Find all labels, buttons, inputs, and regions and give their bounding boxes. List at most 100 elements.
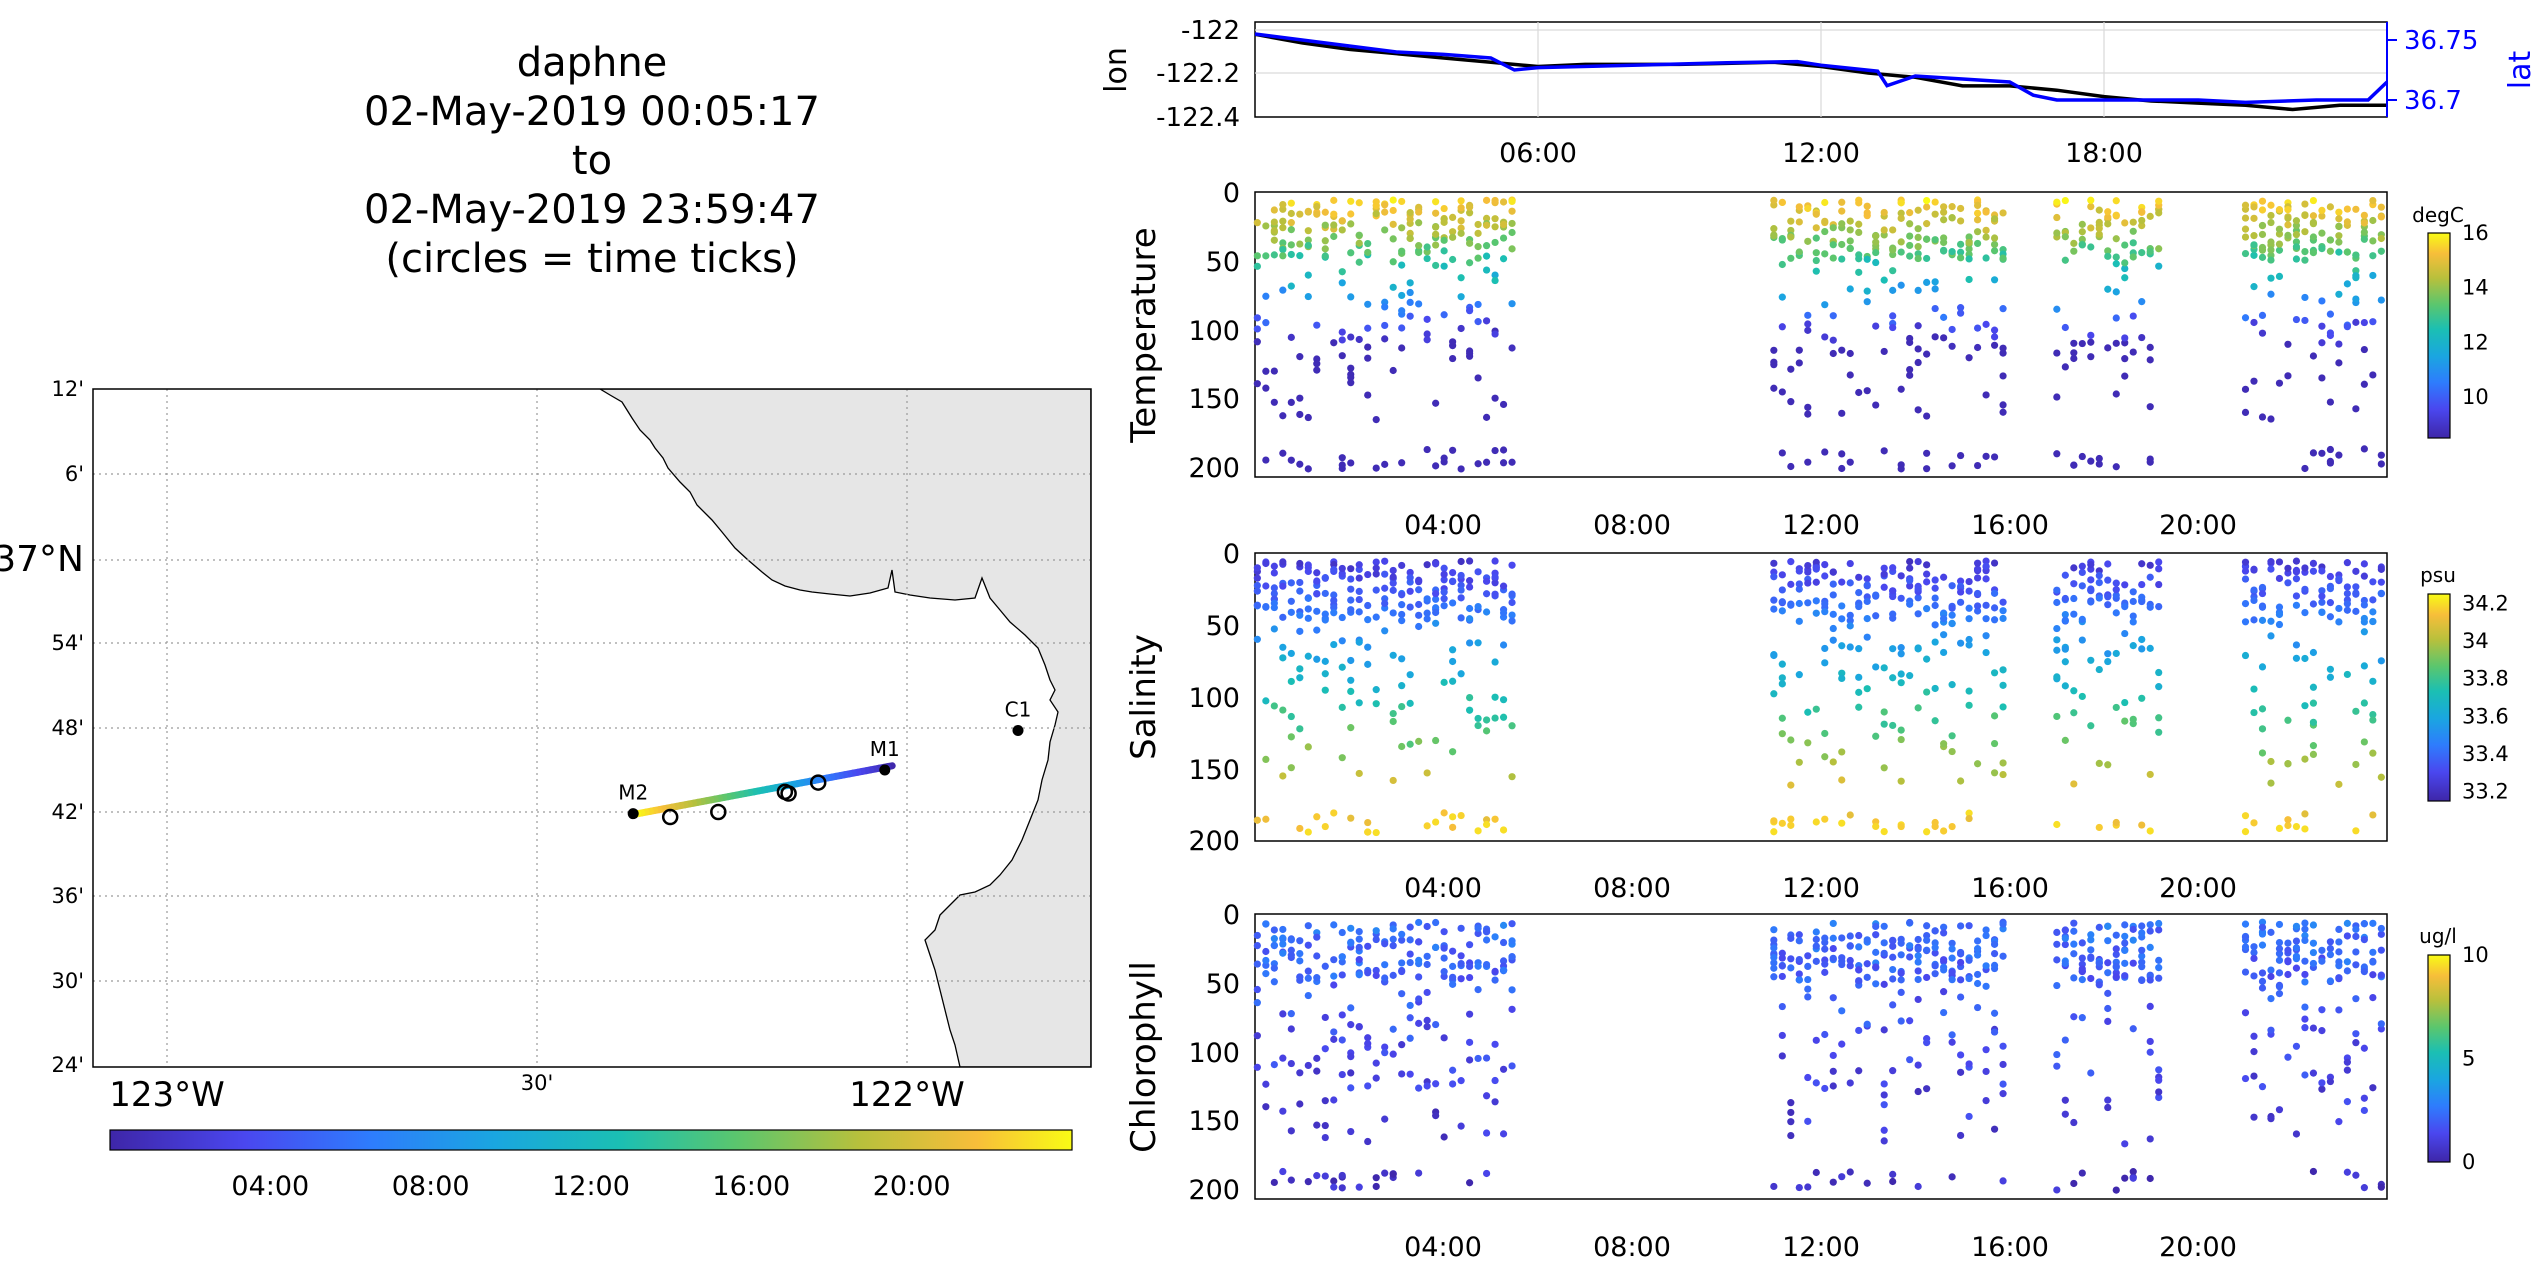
temperature-point <box>1347 364 1355 372</box>
temperature-point <box>2104 208 2112 216</box>
chlorophyll-point <box>1474 929 1482 938</box>
chlorophyll-point <box>2369 993 2377 1002</box>
salinity-point <box>1965 814 1973 823</box>
salinity-point <box>1355 587 1363 595</box>
chlorophyll-point <box>1270 926 1278 934</box>
temperature-point <box>2241 408 2250 416</box>
salinity-point <box>1982 615 1990 623</box>
chlorophyll-point <box>2275 1106 2284 1114</box>
chlorophyll-point <box>1829 1051 1837 1060</box>
salinity-point <box>1940 740 1948 748</box>
salinity-point <box>2360 614 2368 623</box>
salinity-point <box>1482 590 1491 598</box>
chlorophyll-point <box>1499 957 1508 965</box>
temperature-point <box>2155 197 2163 205</box>
chlorophyll-point <box>2377 971 2385 979</box>
chlorophyll-point <box>1787 934 1795 942</box>
temperature-point <box>2250 283 2258 291</box>
temperature-point <box>1406 288 1414 297</box>
temperature-point <box>1355 335 1363 344</box>
salinity-point <box>1432 608 1440 617</box>
salinity-point <box>1931 717 1939 725</box>
temperature-point <box>2146 458 2154 466</box>
temperature-point <box>1880 276 1888 284</box>
salinity-point <box>2104 650 2112 658</box>
salinity-point <box>1770 605 1778 613</box>
salinity-point <box>1931 576 1939 584</box>
temperature-point <box>1389 235 1397 243</box>
salinity-point <box>2377 657 2385 665</box>
chlorophyll-point <box>2053 1050 2061 1059</box>
salinity-point <box>2112 591 2120 599</box>
title-line: 02-May-2019 23:59:47 <box>364 187 820 233</box>
salinity-point <box>2061 658 2069 666</box>
temperature-point <box>2241 314 2250 322</box>
chlorophyll-point <box>1355 927 1363 936</box>
salinity-point <box>1398 655 1406 663</box>
salinity-point <box>1821 608 1829 616</box>
salinity-point <box>1321 574 1329 582</box>
chlorophyll-point <box>1829 919 1837 928</box>
temperature-point <box>2250 318 2258 327</box>
salinity-point <box>2267 757 2275 766</box>
temperature-point <box>1897 199 1905 207</box>
chlorophyll-point <box>1863 973 1871 981</box>
temperature-point <box>1253 262 1261 270</box>
temperature-point <box>1482 214 1491 222</box>
temperature-point <box>2121 372 2129 380</box>
salinity-point <box>2241 558 2250 566</box>
chlorophyll-point <box>2318 1006 2326 1014</box>
salinity-point <box>1389 651 1397 659</box>
salinity-point <box>2301 810 2309 818</box>
chlorophyll-point <box>2250 943 2258 951</box>
chlorophyll-y-tick-label: 150 <box>1188 1106 1240 1137</box>
salinity-point <box>1795 585 1803 593</box>
temperature-point <box>2241 249 2250 258</box>
chlorophyll-point <box>2267 972 2275 981</box>
salinity-point <box>1262 697 1270 705</box>
chlorophyll-point <box>2343 1058 2351 1066</box>
chlorophyll-point <box>1372 1059 1380 1067</box>
salinity-point <box>1821 753 1829 761</box>
temperature-point <box>1482 242 1491 250</box>
salinity-point <box>2309 699 2318 707</box>
chlorophyll-point <box>1313 1067 1321 1075</box>
salinity-point <box>1948 732 1956 740</box>
salinity-point <box>1897 650 1905 658</box>
chlorophyll-point <box>1855 943 1863 951</box>
temperature-point <box>1923 220 1931 228</box>
time-colorbar-ticks: 04:00 08:00 12:00 16:00 20:00 <box>231 1171 950 1202</box>
temperature-point <box>2053 198 2061 206</box>
salinity-point <box>1787 580 1795 588</box>
temperature-point <box>1957 217 1965 225</box>
temperature-point <box>2360 345 2368 354</box>
temperature-point <box>1330 232 1338 241</box>
chlorophyll-point <box>1999 1177 2007 1185</box>
salinity-point <box>1999 681 2007 689</box>
salinity-point <box>2104 601 2112 609</box>
time-tick-circle <box>809 774 827 791</box>
chlorophyll-point <box>1948 954 1956 962</box>
temperature-point <box>1863 387 1871 395</box>
chlorophyll-point <box>1279 1054 1287 1062</box>
lat-tick-label: 24' <box>52 1053 85 1077</box>
salinity-point <box>1940 573 1948 581</box>
temperature-point <box>1863 287 1871 295</box>
temperature-point <box>2352 295 2360 303</box>
chlorophyll-point <box>1466 1038 1474 1046</box>
temperature-point <box>2121 241 2129 249</box>
chlorophyll-point <box>2258 923 2267 931</box>
salinity-point <box>2070 580 2078 588</box>
chlorophyll-point <box>1855 1026 1863 1035</box>
temperature-point <box>2377 203 2385 211</box>
chlorophyll-point <box>2326 977 2334 985</box>
salinity-point <box>1973 574 1982 582</box>
salinity-point <box>2343 600 2351 608</box>
salinity-point <box>1999 598 2007 606</box>
salinity-point <box>2352 707 2360 715</box>
temperature-point <box>1940 203 1948 211</box>
temperature-x-tick-label: 12:00 <box>1782 510 1860 541</box>
chlorophyll-point <box>1821 960 1829 968</box>
chlorophyll-point <box>1804 993 1812 1001</box>
temperature-point <box>2258 413 2267 421</box>
